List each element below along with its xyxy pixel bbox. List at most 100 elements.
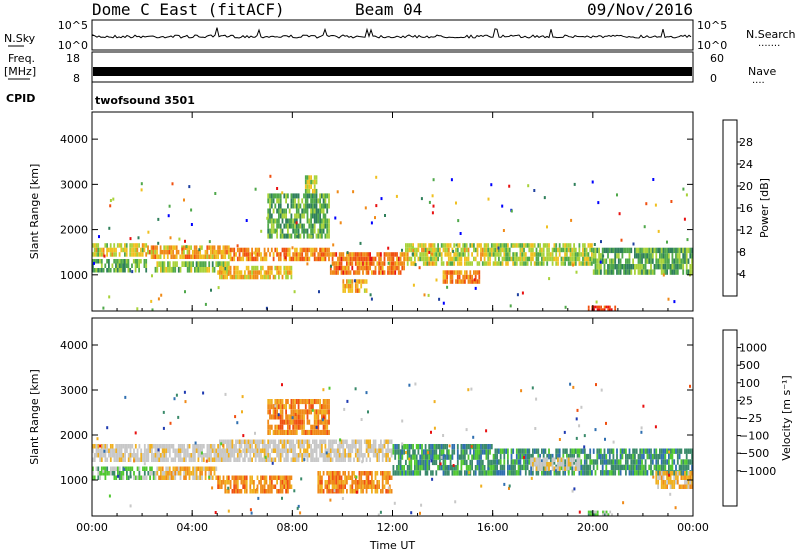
data-cell [510,459,513,465]
data-cell [351,288,354,293]
data-cell [278,448,280,453]
data-cell [122,247,124,253]
data-band [592,247,693,275]
data-cell [303,448,305,453]
data-cell [288,404,291,410]
data-cell [455,256,457,262]
data-cell [288,484,291,489]
data-cell [349,256,352,262]
data-cell [403,444,405,450]
nsky-strip-frame [91,19,694,51]
data-cell [313,179,316,185]
data-cell [174,453,177,458]
data-cell [496,470,498,476]
data-cell [295,457,298,462]
data-cell [269,228,271,234]
data-cell [251,457,253,462]
data-cell [397,261,400,266]
data-cell [156,245,158,250]
data-cell [306,233,309,239]
data-cell [206,453,209,458]
data-cell [337,489,339,494]
data-cell [258,453,261,458]
data-cell [510,448,513,454]
data-cell [303,439,305,444]
data-cell [678,247,681,254]
data-cell [526,459,529,465]
data-cell [159,254,162,259]
data-cell [95,259,98,264]
data-cell [381,484,384,489]
data-cell [349,448,352,453]
data-cell [498,252,500,257]
data-cell [498,459,500,465]
data-cell [371,448,373,453]
data-cell [199,444,202,449]
data-speck [683,217,686,221]
data-cell [192,471,194,476]
data-cell [360,453,363,458]
data-cell [308,223,311,229]
data-cell [303,409,305,415]
data-speck [124,395,127,399]
data-cell [642,247,645,254]
data-cell [254,439,257,444]
data-cell [199,266,202,273]
data-cell [224,249,227,255]
data-speck [96,437,99,441]
data-cell [117,466,119,471]
data-cell [270,223,273,229]
data-cell [499,459,502,465]
data-cell [290,429,293,435]
data-cell [467,454,470,460]
data-cell [319,193,321,199]
data-cell [190,254,192,259]
data-cell [464,444,466,450]
data-cell [279,457,282,462]
data-cell [521,252,524,257]
data-cell [220,254,223,259]
data-cell [337,448,339,453]
data-cell [374,265,377,271]
data-speck [112,197,115,201]
data-speck [470,445,473,448]
data-cell [347,471,350,476]
data-cell [347,283,350,289]
data-cell [662,484,665,489]
data-cell [414,247,416,253]
data-cell [630,247,633,254]
data-cell [595,510,597,514]
data-cell [574,247,577,253]
data-speck [508,184,511,188]
data-cell [267,223,270,229]
data-cell [603,453,606,460]
data-cell [328,409,330,415]
data-cell [383,439,386,444]
data-cell [390,453,393,458]
data-cell [338,265,341,271]
data-cell [93,268,96,273]
data-cell [285,265,287,271]
data-speck [106,426,109,430]
data-cell [401,454,404,460]
data-cell [456,459,459,466]
data-cell [224,439,227,444]
data-cell [253,439,255,444]
data-speck [99,444,102,448]
data-cell [313,429,316,435]
data-cell [244,439,246,444]
data-cell [480,444,482,450]
data-cell [274,424,277,430]
data-cell [301,256,304,262]
data-cell [533,261,536,266]
data-cell [303,256,305,262]
data-cell [605,305,608,309]
data-cell [238,439,241,444]
data-cell [113,448,116,453]
panel-background [92,112,693,311]
data-cell [233,256,236,262]
data-cell [274,414,277,420]
data-cell [227,249,230,255]
data-cell [614,305,617,309]
data-cell [553,470,556,476]
